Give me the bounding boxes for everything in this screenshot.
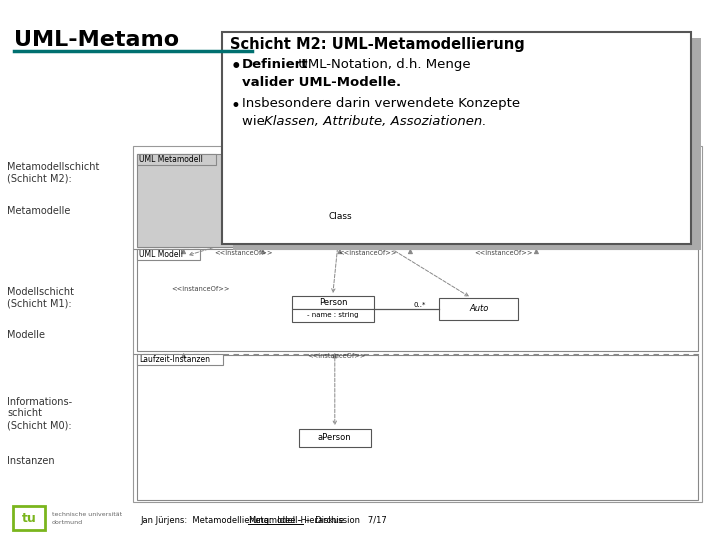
- Text: valider UML-Modelle.: valider UML-Modelle.: [242, 76, 401, 89]
- Text: Person: Person: [319, 298, 347, 307]
- FancyBboxPatch shape: [137, 354, 223, 364]
- Text: Schicht M2: UML-Metamodellierung: Schicht M2: UML-Metamodellierung: [230, 37, 525, 52]
- Text: tu: tu: [22, 512, 36, 525]
- Text: Informations-
schicht
(Schicht M0):: Informations- schicht (Schicht M0):: [7, 397, 72, 430]
- FancyBboxPatch shape: [137, 249, 200, 260]
- Text: UML-Metamo: UML-Metamo: [14, 30, 179, 50]
- FancyBboxPatch shape: [137, 154, 698, 247]
- Text: Laufzeit-Instanzen: Laufzeit-Instanzen: [139, 355, 210, 363]
- Text: UML Modell: UML Modell: [139, 251, 183, 259]
- Text: - name : string: - name : string: [307, 312, 359, 319]
- Text: dortmund: dortmund: [52, 520, 83, 525]
- Text: Insbesondere darin verwendete Konzepte: Insbesondere darin verwendete Konzepte: [242, 97, 520, 110]
- Text: Class: Class: [328, 212, 352, 221]
- Text: Definiert: Definiert: [242, 58, 308, 71]
- Text: UML-Notation, d.h. Menge: UML-Notation, d.h. Menge: [294, 58, 471, 71]
- Text: <<instanceOf>>: <<instanceOf>>: [474, 249, 534, 256]
- Text: Modelle: Modelle: [7, 330, 45, 341]
- FancyBboxPatch shape: [439, 298, 518, 320]
- Text: <<instanceOf>>: <<instanceOf>>: [338, 249, 397, 256]
- FancyBboxPatch shape: [292, 309, 374, 322]
- Text: –  Diskussion   7/17: – Diskussion 7/17: [303, 516, 387, 524]
- Text: <<instanceOf>>: <<instanceOf>>: [171, 286, 230, 292]
- Text: 0..*: 0..*: [414, 302, 426, 308]
- Text: Instanzen: Instanzen: [7, 456, 55, 467]
- Text: Metamodelle: Metamodelle: [7, 206, 71, 217]
- Text: •: •: [230, 58, 241, 76]
- FancyBboxPatch shape: [299, 429, 371, 447]
- Text: Jan Jürjens:  Metamodellierung:  Idee –: Jan Jürjens: Metamodellierung: Idee –: [140, 516, 308, 524]
- FancyBboxPatch shape: [222, 32, 691, 244]
- Text: •: •: [230, 97, 240, 115]
- Text: <<instanceOf>>: <<instanceOf>>: [307, 353, 366, 360]
- Text: <<instanceOf>>: <<instanceOf>>: [214, 249, 273, 256]
- Text: Klassen, Attribute, Assoziationen.: Klassen, Attribute, Assoziationen.: [264, 115, 486, 128]
- FancyBboxPatch shape: [306, 208, 374, 225]
- FancyBboxPatch shape: [137, 249, 698, 351]
- Text: technische universität: technische universität: [52, 511, 122, 517]
- FancyBboxPatch shape: [292, 296, 374, 309]
- Text: Modellschicht
(Schicht M1):: Modellschicht (Schicht M1):: [7, 287, 74, 309]
- FancyBboxPatch shape: [137, 154, 216, 165]
- Text: UML Metamodell: UML Metamodell: [139, 155, 203, 164]
- Text: aPerson: aPerson: [318, 434, 351, 442]
- FancyBboxPatch shape: [137, 355, 698, 500]
- Text: Metamodellschicht
(Schicht M2):: Metamodellschicht (Schicht M2):: [7, 162, 99, 184]
- Text: Metamodell-Hierarchie: Metamodell-Hierarchie: [248, 516, 344, 524]
- Text: Auto: Auto: [469, 305, 488, 313]
- FancyBboxPatch shape: [233, 38, 701, 250]
- Text: wie: wie: [242, 115, 269, 128]
